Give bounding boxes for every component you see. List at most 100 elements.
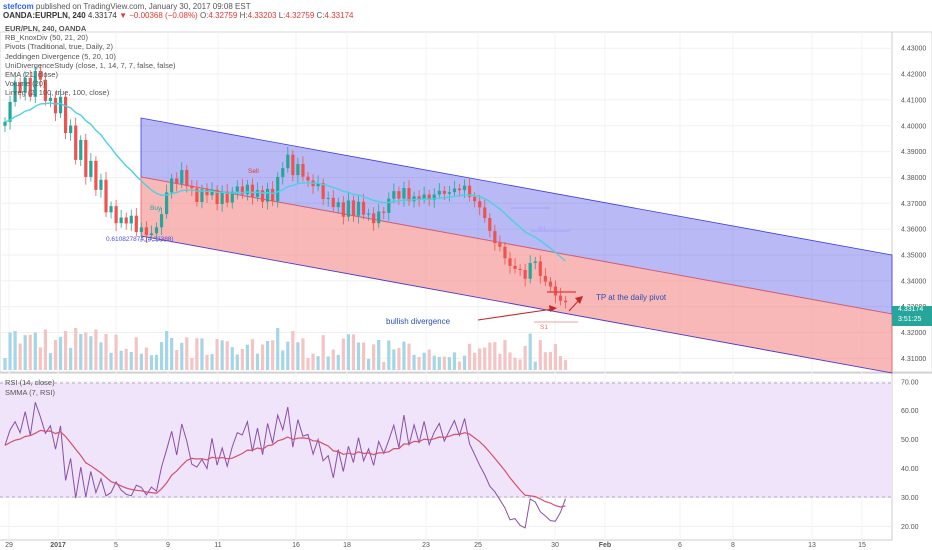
volume-bar — [119, 350, 123, 370]
volume-bar — [286, 341, 290, 370]
volume-bar — [89, 336, 93, 370]
volume-bar — [276, 328, 280, 370]
volume-bar — [190, 357, 194, 370]
volume-bar — [230, 347, 234, 370]
candle-body — [382, 211, 386, 213]
time-tick-label: 29 — [5, 542, 13, 549]
volume-bar — [23, 335, 27, 370]
rsi-line[interactable] — [4, 402, 566, 529]
volume-bar — [109, 352, 113, 370]
high-value: 4.33203 — [247, 11, 277, 20]
time-tick-label: 13 — [808, 542, 816, 549]
candle-body — [513, 265, 517, 269]
chart-header: stefcom published on TradingView.com, Ja… — [0, 0, 932, 32]
ema-line[interactable] — [4, 102, 566, 262]
volume-bar — [225, 341, 229, 370]
rsi-legend[interactable]: RSI (14, close) SMMA (7, RSI) — [5, 378, 55, 397]
divergence-arrowhead — [549, 305, 557, 312]
candle-body — [407, 188, 411, 202]
candle-body — [321, 183, 325, 199]
volume-bar — [543, 352, 547, 370]
indicator-legend-item[interactable]: Pivots (Traditional, true, Daily, 2) — [5, 42, 113, 52]
candle-body — [306, 176, 310, 181]
volume-bar — [79, 334, 83, 370]
candle-body — [165, 192, 169, 215]
volume-bar — [134, 337, 138, 370]
indicator-legend-item[interactable]: EMA (21, close) — [5, 70, 58, 80]
volume-bar — [220, 340, 224, 370]
publish-info: stefcom published on TradingView.com, Ja… — [3, 2, 251, 11]
time-tick-label: 2017 — [50, 542, 66, 549]
smma-line[interactable] — [4, 429, 566, 508]
open-value: 4.32759 — [208, 11, 238, 20]
indicator-legend-item[interactable]: Linreg (2, 100, true, 100, close) — [5, 88, 110, 98]
price-tick-label: 4.36000 — [901, 227, 926, 234]
volume-bar — [387, 340, 391, 370]
volume-bar — [175, 350, 179, 370]
candle-body — [104, 179, 108, 213]
time-tick-label: 9 — [166, 542, 170, 549]
volume-bar — [351, 334, 356, 370]
candle-body — [266, 188, 270, 202]
rsi-tick-label: 70.00 — [901, 379, 919, 386]
indicator-legend-item[interactable]: Volume (20) — [5, 79, 46, 89]
volume-bars — [3, 328, 568, 370]
rsi-tick-label: 50.00 — [901, 437, 919, 444]
candle-body — [79, 139, 83, 160]
volume-bar — [260, 344, 265, 370]
candle-body — [452, 188, 457, 193]
volume-bar — [53, 340, 58, 370]
candle-body — [33, 70, 37, 97]
price-tick-label: 4.42000 — [901, 72, 926, 79]
volume-bar — [457, 361, 462, 370]
indicator-legend-item[interactable]: RB_KnoxDiv (50, 21, 20) — [5, 33, 88, 43]
candle-body — [215, 189, 219, 205]
candle-body — [493, 230, 497, 244]
volume-bar — [250, 339, 255, 370]
candle-body — [139, 227, 143, 232]
candle-body — [543, 275, 547, 282]
linreg-lower-bound[interactable] — [140, 235, 893, 374]
tp-arrowhead — [575, 296, 583, 304]
candle-body — [462, 185, 467, 191]
volume-bar — [58, 336, 63, 370]
volume-bar — [518, 359, 522, 370]
candle-body — [8, 101, 12, 122]
candle-body — [387, 198, 391, 213]
rsi-legend-item[interactable]: RSI (14, close) — [5, 378, 55, 387]
candle-body — [478, 201, 482, 208]
candle-body — [200, 189, 204, 202]
candle-body — [190, 186, 194, 189]
indicator-legend-item[interactable]: Jeddingen Divergence (5, 20, 10) — [5, 51, 116, 61]
candle-body — [154, 227, 159, 234]
time-tick-label: 25 — [474, 542, 482, 549]
volume-bar — [392, 349, 396, 370]
volume-bar — [553, 344, 558, 370]
rsi-legend-item[interactable]: SMMA (7, RSI) — [5, 387, 56, 397]
price-tick-label: 4.38000 — [901, 175, 926, 182]
volume-bar — [18, 343, 22, 370]
candle-body — [402, 188, 406, 199]
last-price-tag-bg — [892, 306, 932, 326]
candle-body — [129, 215, 133, 224]
volume-bar — [271, 340, 275, 370]
candle-body — [392, 191, 396, 199]
indicator-legend-item[interactable]: UniDivergenceStudy (close, 1, 14, 7, 7, … — [5, 60, 176, 70]
low-label: L: — [278, 11, 286, 20]
volume-bar — [124, 348, 128, 370]
volume-bar — [442, 356, 446, 370]
last-price: 4.33174 — [87, 11, 117, 20]
price-tick-label: 4.40000 — [901, 123, 926, 130]
volume-bar — [139, 353, 143, 370]
volume-bar — [291, 331, 295, 370]
volume-bar — [513, 357, 517, 370]
indicator-legend-item[interactable]: EUR/PLN, 240, OANDA — [5, 24, 87, 33]
candle-body — [508, 258, 512, 266]
volume-bar — [38, 347, 42, 370]
author-link[interactable]: stefcom — [3, 2, 34, 11]
indicator-legend[interactable]: EUR/PLN, 240, OANDA RB_KnoxDiv (50, 21, 2… — [5, 24, 176, 98]
candle-body — [235, 186, 239, 192]
bullish-divergence-label: bullish divergence — [386, 317, 451, 326]
close-value: 4.33174 — [324, 11, 354, 20]
